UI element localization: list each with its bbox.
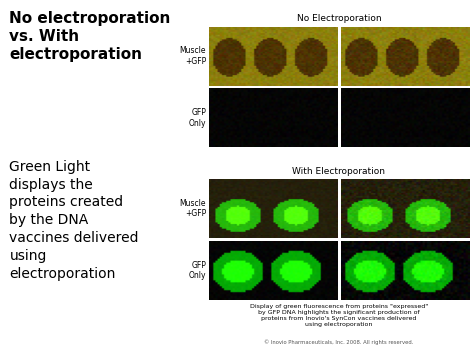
Text: © Inovio Pharmaceuticals, Inc. 2008. All rights reserved.: © Inovio Pharmaceuticals, Inc. 2008. All…	[264, 339, 414, 345]
Text: With Electroporation: With Electroporation	[292, 167, 385, 176]
Text: Muscle
+GFP: Muscle +GFP	[180, 47, 206, 66]
Text: No Electroporation: No Electroporation	[297, 14, 381, 23]
Text: GFP
Only: GFP Only	[189, 261, 206, 280]
Text: No electroporation
vs. With
electroporation: No electroporation vs. With electroporat…	[9, 11, 171, 62]
Text: Display of green fluorescence from proteins "expressed"
by GFP DNA highlights th: Display of green fluorescence from prote…	[250, 304, 428, 327]
Text: Green Light
displays the
proteins created
by the DNA
vaccines delivered
using
el: Green Light displays the proteins create…	[9, 160, 139, 281]
Text: GFP
Only: GFP Only	[189, 108, 206, 127]
Text: Muscle
+GFP: Muscle +GFP	[180, 199, 206, 218]
